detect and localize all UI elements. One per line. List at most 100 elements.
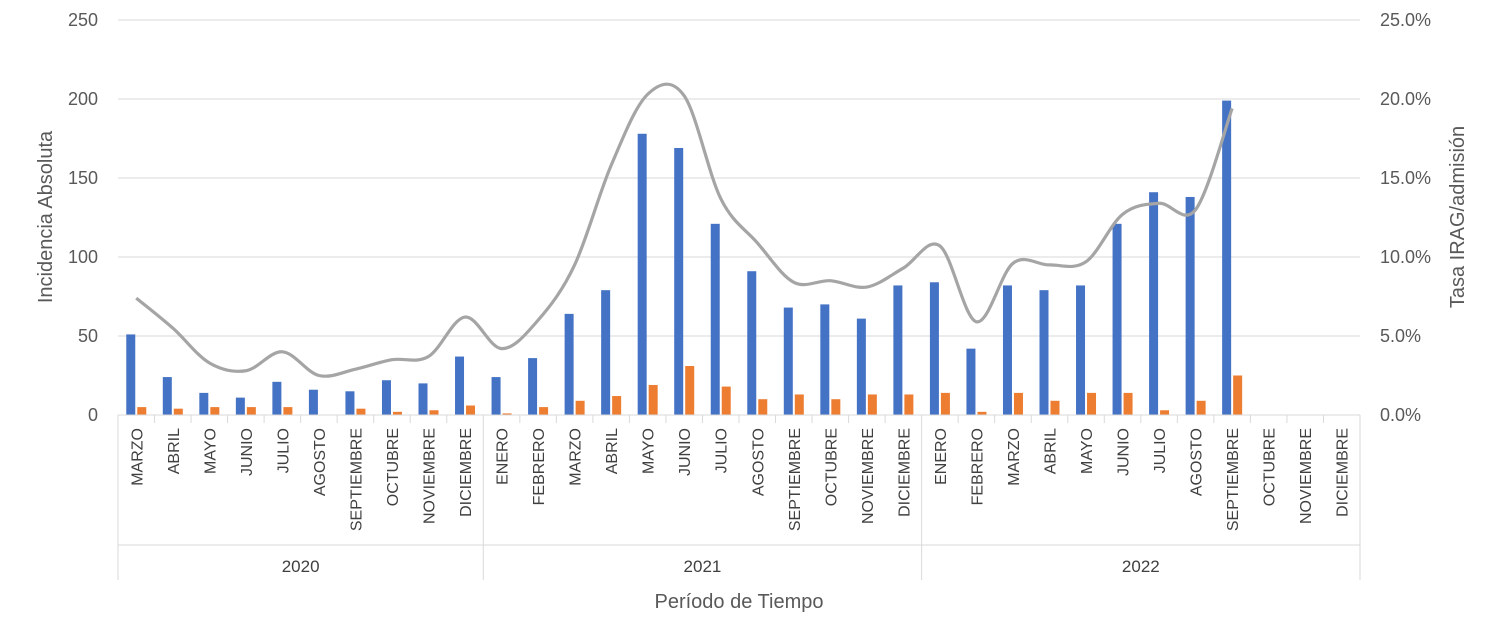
bar-secondary xyxy=(1233,375,1243,415)
bar-incidence xyxy=(1076,285,1086,415)
bar-incidence xyxy=(162,377,172,415)
y2-tick-label: 10.0% xyxy=(1380,247,1431,267)
bar-incidence xyxy=(747,271,757,415)
month-label: ABRIL xyxy=(1043,428,1060,474)
month-label: ABRIL xyxy=(166,428,183,474)
month-label: FEBRERO xyxy=(531,428,548,505)
bar-incidence xyxy=(491,377,501,415)
month-label: NOVIEMBRE xyxy=(422,428,439,524)
month-label: AGOSTO xyxy=(1189,428,1206,496)
month-label: SEPTIEMBRE xyxy=(1225,428,1242,531)
bars xyxy=(126,100,1243,416)
y-tick-label: 150 xyxy=(68,168,98,188)
bar-secondary xyxy=(1196,400,1206,415)
bar-incidence xyxy=(272,381,282,415)
bar-incidence xyxy=(1185,196,1195,415)
month-label: JUNIO xyxy=(1116,428,1133,476)
bar-secondary xyxy=(210,407,220,415)
y2-tick-label: 5.0% xyxy=(1380,326,1421,346)
bar-incidence xyxy=(1039,290,1049,415)
y2-tick-label: 15.0% xyxy=(1380,168,1431,188)
month-label: NOVIEMBRE xyxy=(1298,428,1315,524)
month-label: OCTUBRE xyxy=(1262,428,1279,506)
bar-secondary xyxy=(940,392,950,415)
month-label: FEBRERO xyxy=(969,428,986,505)
bar-secondary xyxy=(539,407,549,415)
month-label: OCTUBRE xyxy=(823,428,840,506)
bar-incidence xyxy=(601,290,611,415)
bar-incidence xyxy=(856,318,866,415)
y2-tick-label: 25.0% xyxy=(1380,10,1431,30)
bar-incidence xyxy=(1002,285,1012,415)
bar-secondary xyxy=(904,394,914,415)
y-tick-label: 0 xyxy=(88,405,98,425)
month-label: ABRIL xyxy=(604,428,621,474)
bar-secondary xyxy=(1160,410,1170,415)
y-tick-label: 200 xyxy=(68,89,98,109)
bar-incidence xyxy=(966,348,976,415)
month-label: MAYO xyxy=(641,428,658,474)
month-label: ENERO xyxy=(933,428,950,485)
bar-incidence xyxy=(199,392,209,415)
bar-incidence xyxy=(418,383,428,415)
y2-tick-label: 0.0% xyxy=(1380,405,1421,425)
bar-secondary xyxy=(831,399,841,415)
month-label: MARZO xyxy=(568,428,585,486)
month-label: SEPTIEMBRE xyxy=(787,428,804,531)
bar-secondary xyxy=(794,394,804,415)
y2-tick-label: 20.0% xyxy=(1380,89,1431,109)
bar-secondary xyxy=(1050,400,1060,415)
bar-incidence xyxy=(564,313,574,415)
month-label: MAYO xyxy=(1079,428,1096,474)
bar-secondary xyxy=(1123,392,1133,415)
bar-incidence xyxy=(308,389,318,415)
month-label: NOVIEMBRE xyxy=(860,428,877,524)
month-label: JUNIO xyxy=(239,428,256,476)
bar-secondary xyxy=(466,405,476,415)
y-tick-label: 50 xyxy=(78,326,98,346)
month-label: JUNIO xyxy=(677,428,694,476)
bar-incidence xyxy=(893,285,903,415)
y2-axis-title: Tasa IRAG/admisión xyxy=(1447,126,1469,308)
month-label: AGOSTO xyxy=(750,428,767,496)
bar-incidence xyxy=(455,356,465,415)
month-label: JULIO xyxy=(275,428,292,473)
bar-secondary xyxy=(1087,392,1097,415)
month-label: SEPTIEMBRE xyxy=(348,428,365,531)
month-label: DICIEMBRE xyxy=(1335,428,1352,517)
y-tick-label: 100 xyxy=(68,247,98,267)
y-axis-title: Incidencia Absoluta xyxy=(35,130,57,303)
month-label: DICIEMBRE xyxy=(896,428,913,517)
bar-secondary xyxy=(721,386,731,415)
bar-secondary xyxy=(1013,392,1023,415)
year-label: 2021 xyxy=(684,557,722,576)
x-axis: MARZO ABRIL MAYO JUNIO JULIO AGOSTO SEPTIEMBRE… xyxy=(117,414,1361,580)
y2-axis-ticks: 0.0% 5.0% 10.0% 15.0% 20.0% 25.0% xyxy=(1380,10,1431,425)
month-label: MARZO xyxy=(1006,428,1023,486)
bar-incidence xyxy=(381,380,391,415)
month-label: DICIEMBRE xyxy=(458,428,475,517)
bar-secondary xyxy=(173,408,183,415)
bar-incidence xyxy=(126,334,136,415)
bar-secondary xyxy=(648,384,658,415)
bar-incidence xyxy=(1222,100,1232,415)
month-label: MAYO xyxy=(202,428,219,474)
month-label: JULIO xyxy=(1152,428,1169,473)
bar-secondary xyxy=(392,411,402,415)
y-tick-label: 250 xyxy=(68,10,98,30)
y-axis-ticks: 0 50 100 150 200 250 xyxy=(68,10,98,425)
rate-line-path xyxy=(135,82,1234,378)
bar-secondary xyxy=(685,366,695,415)
x-axis-title: Período de Tiempo xyxy=(655,591,824,613)
bar-incidence xyxy=(674,147,684,416)
rate-line xyxy=(135,82,1234,378)
bar-incidence xyxy=(345,391,355,415)
bar-secondary xyxy=(356,408,366,415)
bar-incidence xyxy=(637,133,647,415)
bar-secondary xyxy=(575,400,585,415)
bar-incidence xyxy=(1149,192,1159,415)
bar-secondary xyxy=(246,407,256,415)
month-label: ENERO xyxy=(495,428,512,485)
bar-secondary xyxy=(867,394,877,415)
